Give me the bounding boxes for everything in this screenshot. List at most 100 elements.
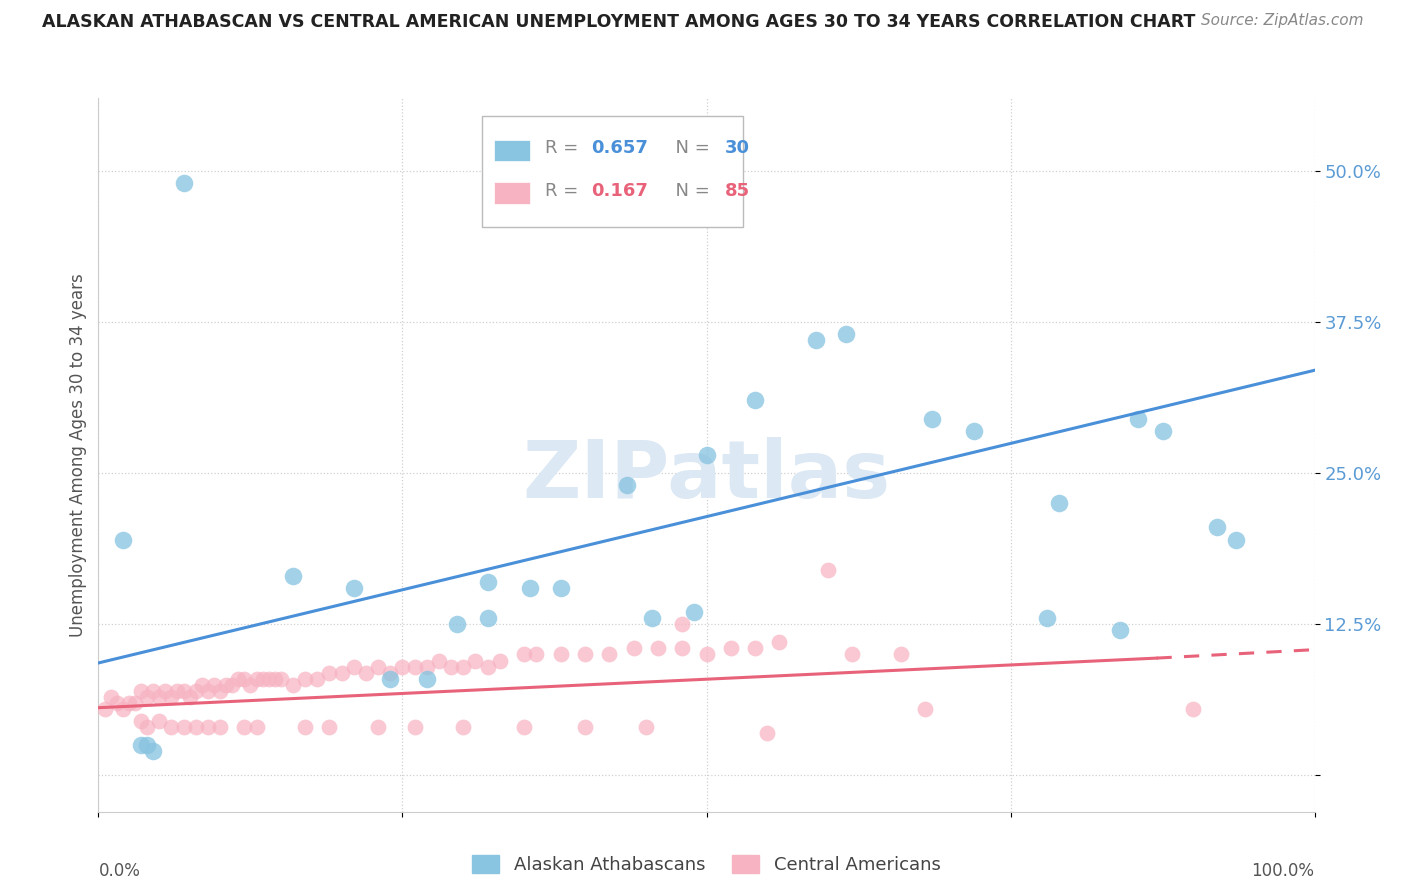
Point (1047, 496, 1070, 510)
Point (166, 683, 188, 698)
Point (756, 726, 779, 740)
Point (524, 648, 547, 662)
Point (404, 720, 426, 734)
Point (129, 683, 152, 698)
Point (173, 683, 195, 698)
Point (720, 641, 742, 656)
Point (1206, 520, 1229, 534)
Point (233, 672, 256, 686)
Point (173, 720, 195, 734)
Point (191, 678, 214, 692)
Point (184, 720, 207, 734)
Point (817, 563, 839, 577)
Text: 0.0%: 0.0% (98, 862, 141, 880)
Point (446, 617, 468, 632)
Point (105, 696, 128, 710)
Point (226, 672, 249, 686)
Point (453, 720, 475, 734)
Point (136, 738, 159, 752)
Point (294, 720, 316, 734)
Point (136, 690, 159, 704)
Point (477, 611, 499, 625)
Point (173, 176, 195, 190)
Point (202, 678, 225, 692)
Text: ALASKAN ATHABASCAN VS CENTRAL AMERICAN UNEMPLOYMENT AMONG AGES 30 TO 34 YEARS CO: ALASKAN ATHABASCAN VS CENTRAL AMERICAN U… (42, 13, 1195, 31)
Point (367, 659, 389, 673)
Point (1109, 624, 1132, 638)
Point (768, 635, 790, 649)
Point (890, 648, 912, 662)
Point (160, 690, 183, 704)
Point (318, 665, 340, 680)
Point (453, 659, 475, 673)
Point (963, 424, 986, 438)
Point (124, 696, 146, 710)
Point (111, 702, 134, 716)
Point (221, 678, 243, 692)
Text: ZIPatlas: ZIPatlas (523, 437, 890, 516)
Point (209, 683, 232, 698)
Point (233, 720, 256, 734)
Point (354, 665, 377, 680)
Text: N =: N = (664, 182, 716, 200)
Point (184, 683, 207, 698)
Point (197, 720, 219, 734)
Point (245, 720, 267, 734)
Point (1036, 611, 1059, 625)
Point (307, 672, 329, 686)
Point (744, 641, 766, 656)
Point (129, 714, 152, 728)
Point (148, 690, 170, 704)
Point (129, 738, 152, 752)
Point (179, 690, 201, 704)
Point (1152, 424, 1174, 438)
Point (294, 672, 316, 686)
Point (343, 659, 366, 673)
Point (835, 326, 858, 341)
Point (118, 696, 141, 710)
Text: N =: N = (664, 139, 716, 157)
Text: 0.657: 0.657 (591, 139, 648, 157)
Point (142, 744, 165, 758)
Text: 100.0%: 100.0% (1251, 862, 1315, 880)
Point (160, 720, 183, 734)
Text: Source: ZipAtlas.com: Source: ZipAtlas.com (1201, 13, 1364, 29)
Point (623, 641, 645, 656)
Point (252, 672, 274, 686)
Point (574, 648, 596, 662)
Point (245, 672, 267, 686)
Text: R =: R = (544, 182, 583, 200)
Point (1182, 702, 1205, 716)
Point (263, 672, 285, 686)
Point (634, 720, 657, 734)
Point (513, 720, 536, 734)
Point (696, 448, 718, 462)
Point (380, 672, 402, 686)
Text: R =: R = (544, 139, 583, 157)
Point (257, 672, 280, 686)
Point (440, 659, 463, 673)
Point (416, 659, 439, 673)
Point (513, 648, 536, 662)
Point (804, 333, 827, 347)
Text: 85: 85 (724, 182, 749, 200)
Point (93, 702, 115, 716)
Point (343, 581, 366, 595)
Text: 0.167: 0.167 (591, 182, 648, 200)
Point (1225, 533, 1247, 547)
FancyBboxPatch shape (494, 182, 530, 203)
Point (111, 533, 134, 547)
FancyBboxPatch shape (494, 139, 530, 161)
Point (427, 654, 450, 668)
Point (330, 665, 353, 680)
Point (641, 611, 664, 625)
Point (281, 678, 304, 692)
Point (197, 683, 219, 698)
Point (683, 605, 706, 619)
Point (477, 659, 499, 673)
Point (281, 569, 304, 583)
Point (550, 581, 572, 595)
Point (647, 641, 669, 656)
Point (574, 720, 596, 734)
Point (318, 720, 340, 734)
